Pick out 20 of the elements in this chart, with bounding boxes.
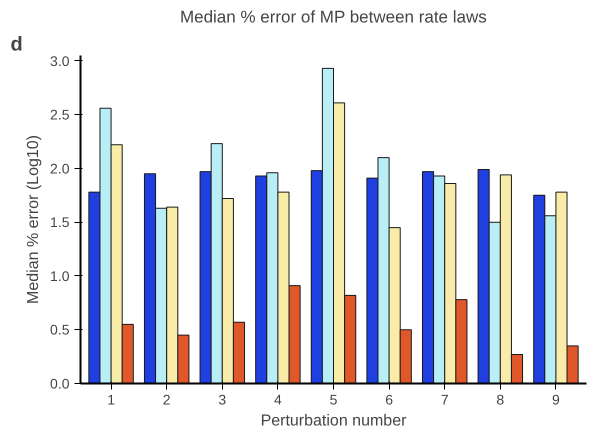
y-tick-label: 3.0 (50, 52, 70, 69)
x-tick-label: 8 (496, 392, 504, 408)
x-axis-title: Perturbation number (260, 412, 408, 430)
x-tick-label: 4 (274, 392, 282, 408)
chart-title: Median % error of MP between rate laws (180, 8, 487, 26)
y-tick-label: 2.5 (50, 106, 70, 123)
x-tick-label: 1 (107, 392, 116, 408)
y-tick-label: 0.5 (50, 322, 70, 338)
x-tick-label: 3 (218, 392, 226, 408)
x-tick-label: 2 (162, 392, 171, 408)
x-tick-label: 7 (440, 392, 449, 408)
y-axis-title: Median % error (Log10) (25, 135, 42, 304)
x-tick-label: 9 (552, 392, 560, 408)
x-tick-label: 6 (385, 392, 394, 408)
y-tick-label: 0.0 (50, 376, 70, 392)
y-tick-label: 1.0 (50, 268, 70, 284)
y-tick-label: 2.0 (50, 160, 70, 176)
y-tick-label: 1.5 (50, 214, 70, 230)
text: d (10, 34, 23, 56)
x-tick-label: 5 (330, 392, 338, 408)
